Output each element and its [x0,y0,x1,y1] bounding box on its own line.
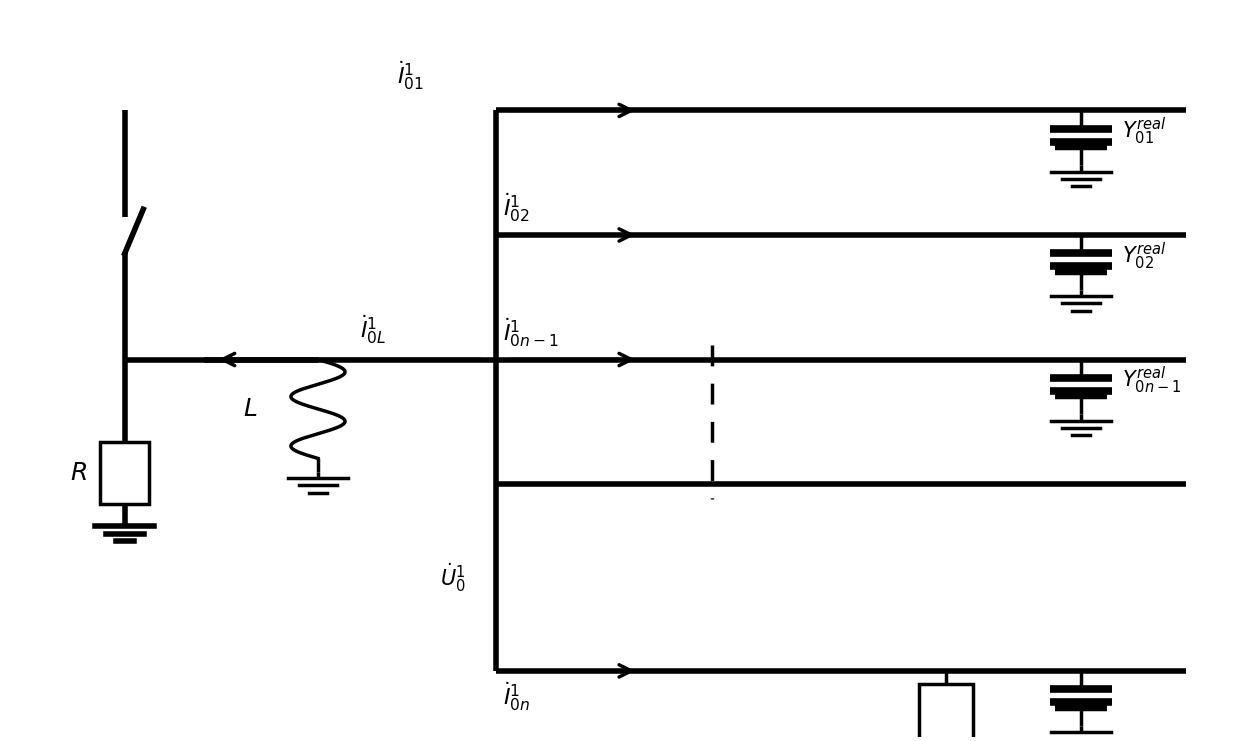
Text: $\dot{I}_{02}^{1}$: $\dot{I}_{02}^{1}$ [503,191,529,224]
Text: $\dot{I}_{0n}^{1}$: $\dot{I}_{0n}^{1}$ [503,679,530,713]
Text: $R$: $R$ [69,461,87,485]
Bar [100,442,150,504]
Text: $Y_{0n-1}^{real}$: $Y_{0n-1}^{real}$ [1121,365,1181,396]
Text: $\dot{U}_0^{1}$: $\dot{U}_0^{1}$ [440,561,466,594]
Text: $\dot{I}_{01}^{1}$: $\dot{I}_{01}^{1}$ [396,59,424,92]
Bar [918,684,973,741]
Text: $\dot{I}_{0n-1}^{1}$: $\dot{I}_{0n-1}^{1}$ [503,316,559,348]
Text: $Y_{02}^{real}$: $Y_{02}^{real}$ [1121,241,1166,272]
Text: $\dot{I}_{0L}^{1}$: $\dot{I}_{0L}^{1}$ [361,313,387,346]
Text: $Y_{01}^{real}$: $Y_{01}^{real}$ [1121,116,1166,147]
Text: $L$: $L$ [243,397,258,421]
